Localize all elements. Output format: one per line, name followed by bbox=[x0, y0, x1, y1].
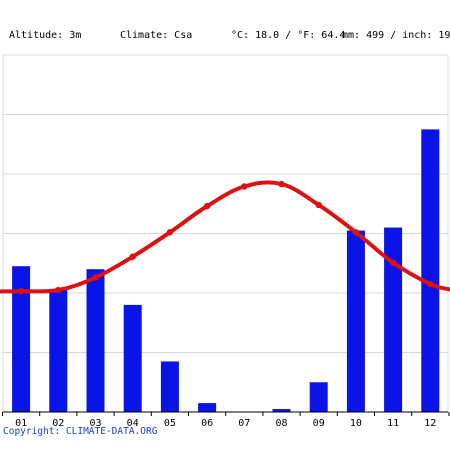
temperature-point-01 bbox=[17, 288, 25, 295]
x-axis bbox=[2, 411, 450, 416]
precipitation-bars bbox=[12, 129, 440, 412]
x-tick-label: 11 bbox=[387, 418, 399, 429]
x-tick-label: 04 bbox=[127, 418, 139, 429]
precipitation-summary: mm: 499 / inch: 19.6 bbox=[342, 30, 450, 41]
temperature-point-02 bbox=[55, 286, 62, 294]
x-tick-label: 07 bbox=[238, 418, 250, 429]
precipitation-bar-11 bbox=[384, 227, 403, 412]
x-tick-labels: 01 02 03 04 05 06 07 08 09 10 11 12 bbox=[15, 418, 436, 429]
temperature-summary: °C: 18.0 / °F: 64.4 bbox=[231, 30, 346, 41]
x-tick-label: 08 bbox=[275, 418, 287, 429]
x-tick-label: 05 bbox=[164, 418, 176, 429]
x-tick-label: 01 bbox=[15, 418, 27, 429]
temperature-point-05 bbox=[166, 229, 174, 236]
temperature-point-10 bbox=[352, 229, 360, 236]
x-tick-label: 12 bbox=[424, 418, 436, 429]
x-tick-label: 10 bbox=[350, 418, 362, 429]
altitude-label: Altitude: 3m bbox=[9, 30, 82, 41]
climate-label: Climate: Csa bbox=[120, 30, 193, 41]
temperature-point-07 bbox=[241, 183, 248, 190]
chart-grid bbox=[2, 54, 449, 412]
precipitation-bar-10 bbox=[346, 230, 365, 412]
precipitation-bar-12 bbox=[421, 129, 440, 412]
temperature-point-12 bbox=[427, 280, 434, 288]
temperature-point-08 bbox=[278, 180, 285, 188]
x-tick-label: 09 bbox=[313, 418, 325, 429]
precipitation-bar-05 bbox=[160, 361, 179, 412]
precipitation-bar-01 bbox=[12, 266, 31, 412]
copyright-text: Copyright: CLIMATE-DATA.ORG bbox=[3, 426, 158, 437]
temperature-point-04 bbox=[129, 253, 136, 260]
climate-header: Altitude: 3m Climate: Csa °C: 18.0 / °F:… bbox=[0, 30, 450, 46]
x-tick-label: 02 bbox=[52, 418, 64, 429]
temperature-point-09 bbox=[315, 201, 322, 209]
precipitation-bar-04 bbox=[123, 304, 142, 412]
precipitation-bar-08 bbox=[272, 409, 291, 412]
temperature-line bbox=[0, 180, 450, 295]
temperature-point-11 bbox=[389, 259, 397, 266]
temperature-curve bbox=[0, 180, 450, 294]
x-tick-label: 06 bbox=[201, 418, 213, 429]
x-tick-label: 03 bbox=[89, 418, 101, 429]
temperature-point-03 bbox=[92, 274, 99, 281]
precipitation-bar-03 bbox=[86, 269, 105, 412]
temperature-point-06 bbox=[203, 202, 211, 210]
precipitation-bar-02 bbox=[49, 290, 68, 412]
precipitation-bar-09 bbox=[309, 382, 328, 412]
precipitation-bar-06 bbox=[198, 403, 217, 412]
